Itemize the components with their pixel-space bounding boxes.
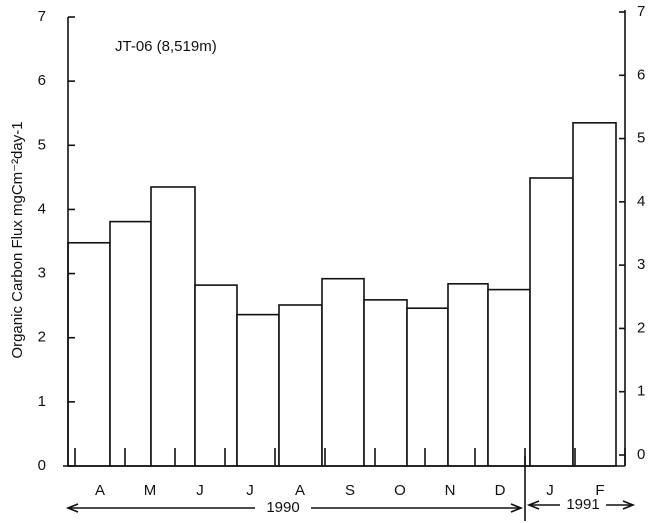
x-tick-label: S: [345, 482, 355, 499]
annotation: JT-06 (8,519m): [115, 38, 217, 55]
y2-tick-label: 2: [637, 319, 645, 336]
y-axis-label: Organic Carbon Flux mgCm⁻²day-1: [9, 121, 26, 358]
x-tick-label: O: [394, 482, 406, 499]
x-tick-label: F: [595, 482, 604, 499]
y2-tick-label: 7: [637, 3, 645, 20]
x-tick-label: A: [295, 482, 305, 499]
x-tick-label: N: [445, 482, 456, 499]
bar: [150, 186, 196, 467]
y-tick-label: 5: [38, 136, 46, 153]
year-label: 1991: [566, 496, 599, 513]
year-arrow-head: [65, 503, 79, 513]
label-bg: [255, 498, 311, 518]
x-tick-label: D: [495, 482, 506, 499]
year-arrow-head: [622, 500, 636, 510]
bar: [529, 177, 574, 467]
bar: [194, 284, 238, 467]
x-tick-label: J: [246, 482, 254, 499]
y-tick-label: 4: [38, 200, 46, 217]
y2-tick-label: 5: [637, 130, 645, 147]
x-tick-label: J: [196, 482, 204, 499]
y2-tick-label: 3: [637, 256, 645, 273]
y2-tick-label: 4: [637, 193, 645, 210]
bar: [236, 313, 280, 467]
y-tick-label: 3: [38, 265, 46, 282]
year-label: 1990: [266, 499, 299, 516]
y2-tick-label: 0: [637, 446, 645, 463]
year-arrow-head: [526, 500, 540, 510]
y-tick-label: 2: [38, 329, 46, 346]
bar: [447, 283, 489, 467]
x-tick-label: M: [144, 482, 157, 499]
bar: [321, 277, 365, 467]
bar: [363, 299, 408, 467]
bar: [109, 220, 152, 467]
x-tick-label: J: [546, 482, 554, 499]
y-tick-label: 1: [38, 393, 46, 410]
bar: [67, 241, 111, 467]
bar: [572, 122, 617, 467]
y-tick-label: 6: [38, 72, 46, 89]
bar: [406, 307, 449, 467]
bar: [278, 304, 323, 467]
year-arrow-head: [510, 503, 524, 513]
y2-tick-label: 1: [637, 383, 645, 400]
y2-tick-label: 6: [637, 66, 645, 83]
label-bg: [560, 495, 606, 515]
y-tick-label: 0: [38, 457, 46, 474]
y-tick-label: 7: [38, 8, 46, 25]
x-tick-label: A: [95, 482, 105, 499]
bar: [487, 288, 531, 467]
